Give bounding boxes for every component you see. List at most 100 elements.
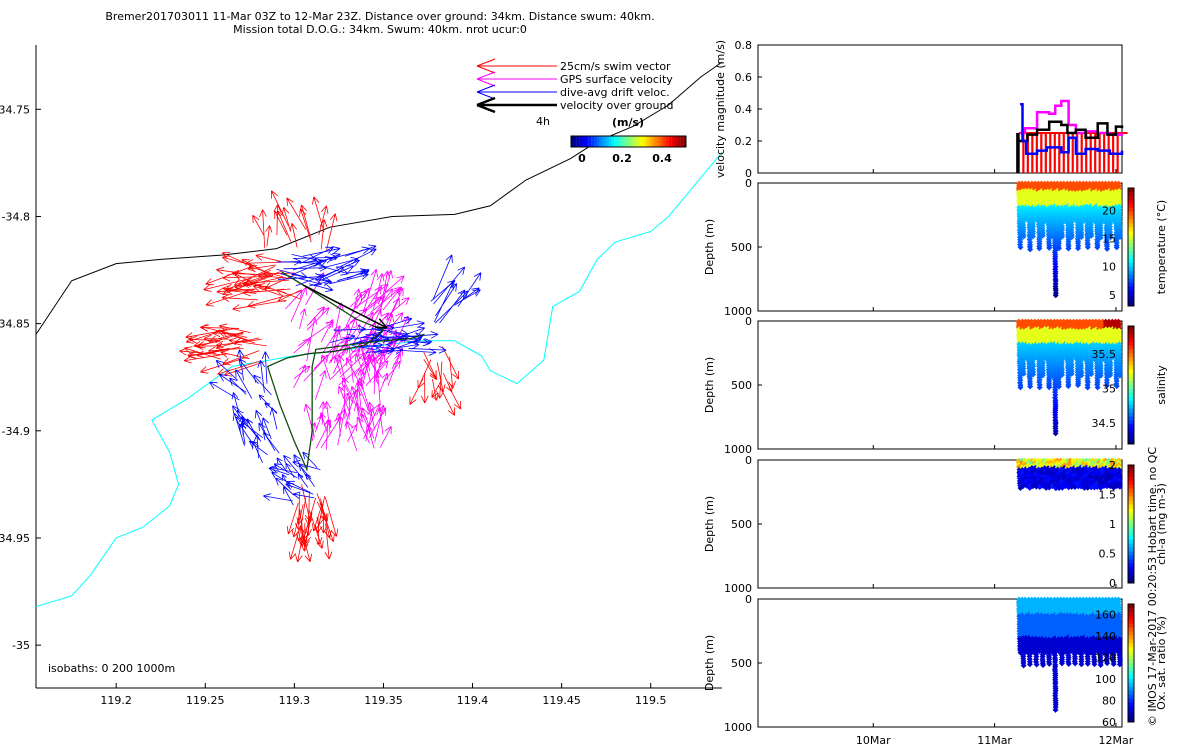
oxygen-sample (1052, 706, 1059, 713)
oxygen-colorbar-tick-label: 60 (1102, 716, 1116, 729)
gps-velocity-arrow (293, 365, 311, 379)
drift-velocity-arrow (292, 256, 334, 271)
salinity-sample (1097, 372, 1104, 379)
swim-vector-arrow (215, 339, 245, 351)
salinity-colorbar-label: salinity (1155, 365, 1168, 405)
legend-arrow-1 (476, 71, 557, 87)
oxygen-sample (1058, 660, 1065, 667)
drift-velocity-arrow (336, 248, 377, 269)
chla-colorbar-cell (1128, 508, 1134, 513)
drift-velocity-arrow (283, 263, 328, 272)
colorbar-cell (645, 136, 649, 147)
colorbar-cell (591, 136, 595, 147)
salinity-colorbar-cell (1128, 408, 1134, 414)
chla-colorbar-cell (1128, 520, 1134, 525)
salinity-sample (1088, 371, 1095, 378)
chla-colorbar-tick-label: 0 (1109, 577, 1116, 590)
oxygen-colorbar-cell (1128, 682, 1134, 688)
temperature-sample (1088, 232, 1095, 239)
colorbar-cell (594, 136, 597, 147)
temperature-colorbar-label: temperature (°C) (1155, 200, 1168, 294)
gps-velocity-arrow (373, 273, 385, 310)
temperature-colorbar-cell (1128, 247, 1134, 252)
drift-velocity-arrow (456, 289, 481, 305)
net-ground-vector (302, 284, 388, 329)
oxygen-colorbar-cell (1128, 611, 1134, 617)
oxygen-colorbar-cell (1128, 655, 1134, 660)
oxygen-sample (1091, 661, 1098, 668)
salinity-colorbar-cell (1128, 326, 1134, 331)
gps-velocity-arrow (293, 338, 311, 354)
salinity-sample (1113, 383, 1120, 390)
salinity-colorbar-cell (1128, 400, 1134, 406)
chla-colorbar-tick-label: 1 (1109, 518, 1116, 531)
salinity-colorbar-cell (1128, 432, 1134, 437)
gps-velocity-arrow (345, 293, 362, 327)
swim-vector-arrow (222, 275, 274, 296)
salinity-colorbar-cell (1128, 373, 1134, 378)
oxygen-sample (1046, 660, 1053, 667)
temperature-sample (1020, 233, 1027, 240)
colorbar-cell (625, 136, 629, 147)
colorbar-cell (585, 136, 589, 147)
temperature-sample (1039, 232, 1046, 239)
chla-colorbar-cell (1128, 500, 1134, 505)
velocity-y-tick-label: 0.4 (735, 103, 753, 116)
drift-velocity-arrow (271, 472, 287, 482)
gps-velocity-arrow (340, 384, 349, 420)
time-tick-label: 12Mar (1099, 734, 1134, 747)
legend-entry: velocity over ground (560, 99, 673, 112)
salinity-sample (1103, 382, 1110, 389)
swim-vector-arrow (277, 210, 292, 242)
chla-colorbar-cell (1128, 571, 1134, 576)
chla-colorbar-tick-label: 2 (1109, 459, 1116, 472)
salinity-colorbar-cell (1128, 349, 1134, 355)
swim-vector-arrow (197, 332, 244, 349)
drift-velocity-arrow (275, 477, 295, 496)
colorbar-cell (663, 136, 666, 147)
chla-colorbar-cell (1128, 527, 1134, 533)
gps-velocity-arrow (341, 377, 357, 406)
swim-vector-arrow (318, 205, 329, 235)
temperature-sample (1068, 234, 1075, 241)
drift-velocity-arrow (219, 373, 247, 393)
salinity-colorbar-cell (1128, 412, 1134, 417)
chla-colorbar-label: chl-a (mg m-3) (1155, 483, 1168, 565)
temperature-colorbar-cell (1128, 195, 1134, 201)
temperature-y-label: Depth (m) (703, 219, 716, 275)
chla-colorbar-cell (1128, 563, 1134, 568)
temperature-colorbar-cell (1128, 270, 1134, 276)
gps-velocity-arrow (361, 407, 375, 439)
drift-velocity-arrow (261, 351, 270, 384)
gps-velocity-arrow (383, 297, 410, 320)
drift-velocity-arrow (263, 493, 293, 502)
temperature-sample (1097, 234, 1104, 241)
salinity-sample (1074, 382, 1081, 389)
colorbar-title: (m/s) (612, 116, 644, 129)
drift-velocity-arrow (255, 409, 269, 440)
swim-vector-arrow (303, 511, 313, 544)
drift-velocity-arrow (298, 464, 312, 480)
colorbar-cell (614, 136, 618, 147)
swim-vector-arrow (183, 353, 228, 364)
map-x-tick-label: 119.4 (457, 694, 489, 707)
oxygen-sample (1033, 661, 1040, 668)
gps-velocity-arrow (306, 307, 330, 331)
temperature-sample (1075, 245, 1082, 252)
temperature-colorbar-cell (1128, 191, 1134, 197)
colorbar-cell (631, 136, 635, 147)
drift-velocity-arrow (231, 392, 239, 412)
gps-velocity-arrow (387, 352, 402, 386)
colorbar-cell (617, 136, 620, 147)
drift-velocity-arrow (408, 345, 447, 354)
oxygen-colorbar-tick-label: 160 (1095, 609, 1116, 622)
oxygen-y-label: Depth (m) (703, 635, 716, 691)
chla-colorbar-cell (1128, 484, 1134, 490)
temperature-sample (1036, 245, 1043, 252)
salinity-colorbar-tick-label: 35.5 (1092, 348, 1117, 361)
oxygen-colorbar-cell (1128, 710, 1134, 715)
temperature-colorbar-cell (1128, 254, 1134, 260)
temperature-colorbar-cell (1128, 231, 1134, 236)
map-x-tick-label: 119.45 (542, 694, 581, 707)
salinity-sample (1039, 372, 1046, 379)
